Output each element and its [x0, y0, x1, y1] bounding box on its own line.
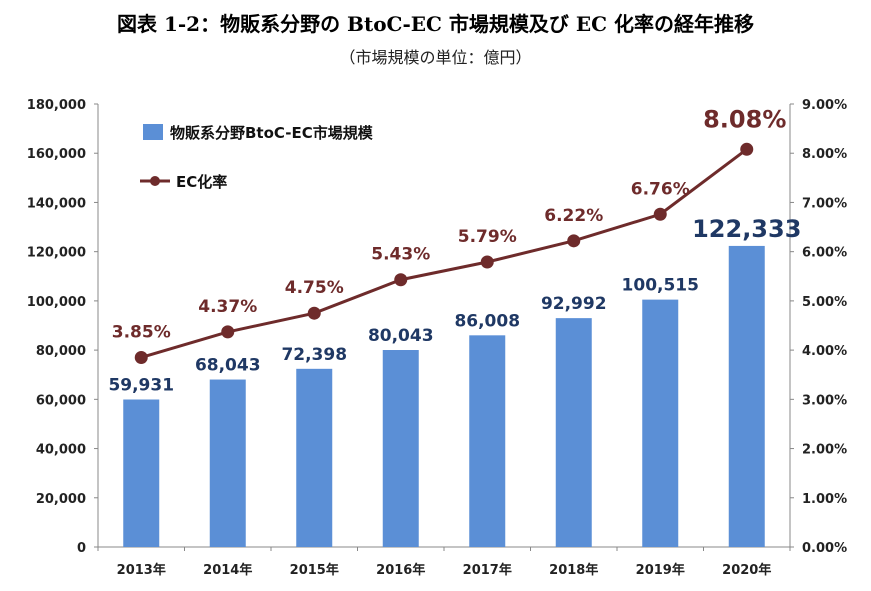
- y-right-tick-label: 6.00%: [802, 246, 847, 261]
- rate-point: [221, 325, 235, 339]
- y-right-tick-label: 9.00%: [802, 98, 847, 113]
- bar-value-label: 68,043: [195, 356, 261, 376]
- line-series: [134, 142, 754, 364]
- legend-bar-swatch: [143, 124, 163, 140]
- y-left-tick-label: 40,000: [36, 443, 86, 458]
- bar: [555, 318, 592, 547]
- bar-value-label: 72,398: [281, 345, 347, 365]
- y-left-tick-label: 140,000: [27, 196, 86, 211]
- y-right-tick-label: 1.00%: [802, 492, 847, 507]
- rate-point: [307, 306, 321, 320]
- rate-line: [140, 148, 748, 359]
- x-tick-label: 2018年: [549, 562, 598, 578]
- rate-value-label: 4.75%: [285, 278, 344, 298]
- y-left-tick-label: 160,000: [27, 147, 86, 162]
- y-left-tick-label: 100,000: [27, 295, 86, 310]
- y-right-tick-label: 3.00%: [802, 393, 847, 408]
- bar-value-label: 80,043: [368, 326, 434, 346]
- rate-point: [567, 234, 581, 248]
- axes: 0 20,000 40,000 60,000 80,000 100,000 120,000 1…: [27, 98, 847, 578]
- y-left-tick-label: 180,000: [27, 98, 86, 113]
- rate-value-label: 4.37%: [198, 297, 257, 317]
- x-tick-label: 2013年: [117, 562, 166, 578]
- bar: [296, 368, 333, 547]
- bar-series: [123, 245, 765, 547]
- legend: 物販系分野BtoC-EC市場規模 EC化率: [140, 124, 374, 191]
- y-right-tick-label: 0.00%: [802, 541, 847, 556]
- rate-value-label: 6.76%: [631, 179, 690, 199]
- y-left-tick-label: 20,000: [36, 492, 86, 507]
- x-tick-label: 2017年: [463, 562, 512, 578]
- bar: [123, 399, 160, 547]
- bar: [382, 350, 419, 547]
- y-left-tick-label: 60,000: [36, 393, 86, 408]
- x-tick-label: 2015年: [290, 562, 339, 578]
- bar-value-labels: 59,931 68,043 72,398 80,043 86,008 92,992 100,…: [108, 215, 801, 396]
- y-right-tick-label: 7.00%: [802, 196, 847, 211]
- rate-value-label: 5.43%: [371, 245, 430, 265]
- y-left-tick-label: 0: [77, 541, 86, 556]
- bar-value-label: 86,008: [454, 311, 520, 331]
- x-tick-label: 2019年: [636, 562, 685, 578]
- legend-bar-label: 物販系分野BtoC-EC市場規模: [170, 124, 374, 142]
- bar-value-label: 59,931: [108, 376, 174, 396]
- rate-point: [740, 142, 754, 156]
- y-left-tick-label: 80,000: [36, 344, 86, 359]
- rate-value-label: 5.79%: [458, 227, 517, 247]
- bar: [469, 335, 506, 547]
- y-left-tick-label: 120,000: [27, 246, 86, 261]
- bar: [728, 245, 765, 547]
- bar-value-label: 100,515: [622, 276, 699, 296]
- y-right-tick-label: 4.00%: [802, 344, 847, 359]
- x-tick-label: 2020年: [722, 562, 771, 578]
- x-tick-label: 2016年: [376, 562, 425, 578]
- bar-value-label: 122,333: [692, 215, 801, 243]
- legend-line-marker: [150, 176, 160, 186]
- rate-point: [394, 273, 408, 287]
- chart-subtitle: （市場規模の単位：億円）: [339, 48, 532, 67]
- rate-value-label: 6.22%: [544, 206, 603, 226]
- rate-point: [480, 255, 494, 269]
- y-right-tick-label: 2.00%: [802, 443, 847, 458]
- rate-value-label: 3.85%: [112, 322, 171, 342]
- y-right-tick-label: 5.00%: [802, 295, 847, 310]
- rate-value-label: 8.08%: [703, 105, 786, 133]
- rate-value-labels: 3.85% 4.37% 4.75% 5.43% 5.79% 6.22% 6.76% 8.08%: [112, 105, 787, 342]
- bar-value-label: 92,992: [541, 294, 607, 314]
- bar: [642, 299, 679, 547]
- bar: [209, 379, 246, 547]
- y-right-tick-label: 8.00%: [802, 147, 847, 162]
- chart-title: 図表 1-2：物販系分野の BtoC-EC 市場規模及び EC 化率の経年推移: [117, 12, 754, 36]
- x-tick-label: 2014年: [203, 562, 252, 578]
- rate-point: [134, 350, 148, 364]
- rate-point: [653, 207, 667, 221]
- legend-line-label: EC化率: [176, 173, 227, 191]
